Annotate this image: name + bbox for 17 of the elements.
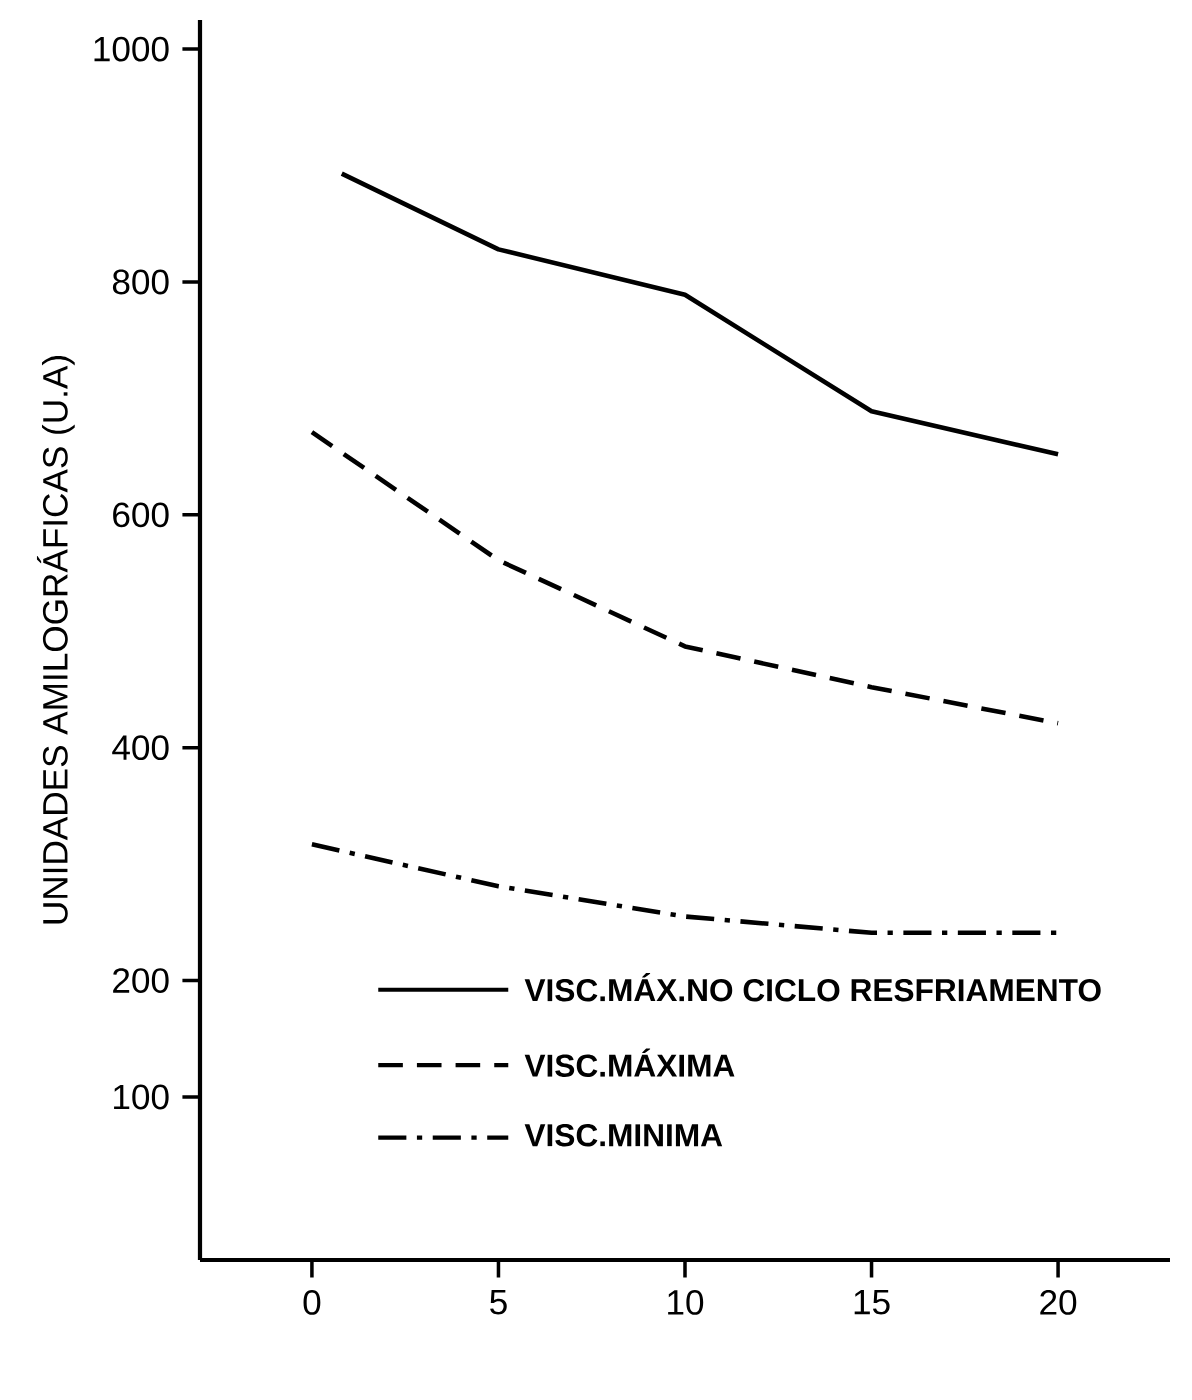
y-tick-label: 200 (113, 968, 169, 993)
y-axis-title: UNIDADES AMILOGRÁFICAS (U.A) (36, 356, 75, 924)
x-tick-label: 20 (1040, 1290, 1077, 1315)
x-tick-label: 5 (490, 1289, 507, 1315)
x-tick-label: 0 (303, 1290, 321, 1315)
legend-label: VISC.MÁXIMA (524, 1048, 735, 1077)
x-tick-label: 15 (854, 1289, 890, 1315)
legend-label: VISC.MÁX.NO CICLO RESFRIAMENTO (524, 973, 1101, 1002)
legend-label: VISC.MINIMA (524, 1124, 723, 1147)
line-series (339, 171, 1061, 457)
y-tick-label: 800 (112, 269, 169, 295)
x-tick-label: 10 (668, 1290, 704, 1315)
y-tick-label: 600 (113, 502, 169, 528)
y-tick-label: 100 (114, 1084, 169, 1110)
y-tick-label: 1000 (94, 36, 169, 62)
y-tick-label: 400 (112, 735, 169, 761)
line-series (309, 429, 1061, 726)
